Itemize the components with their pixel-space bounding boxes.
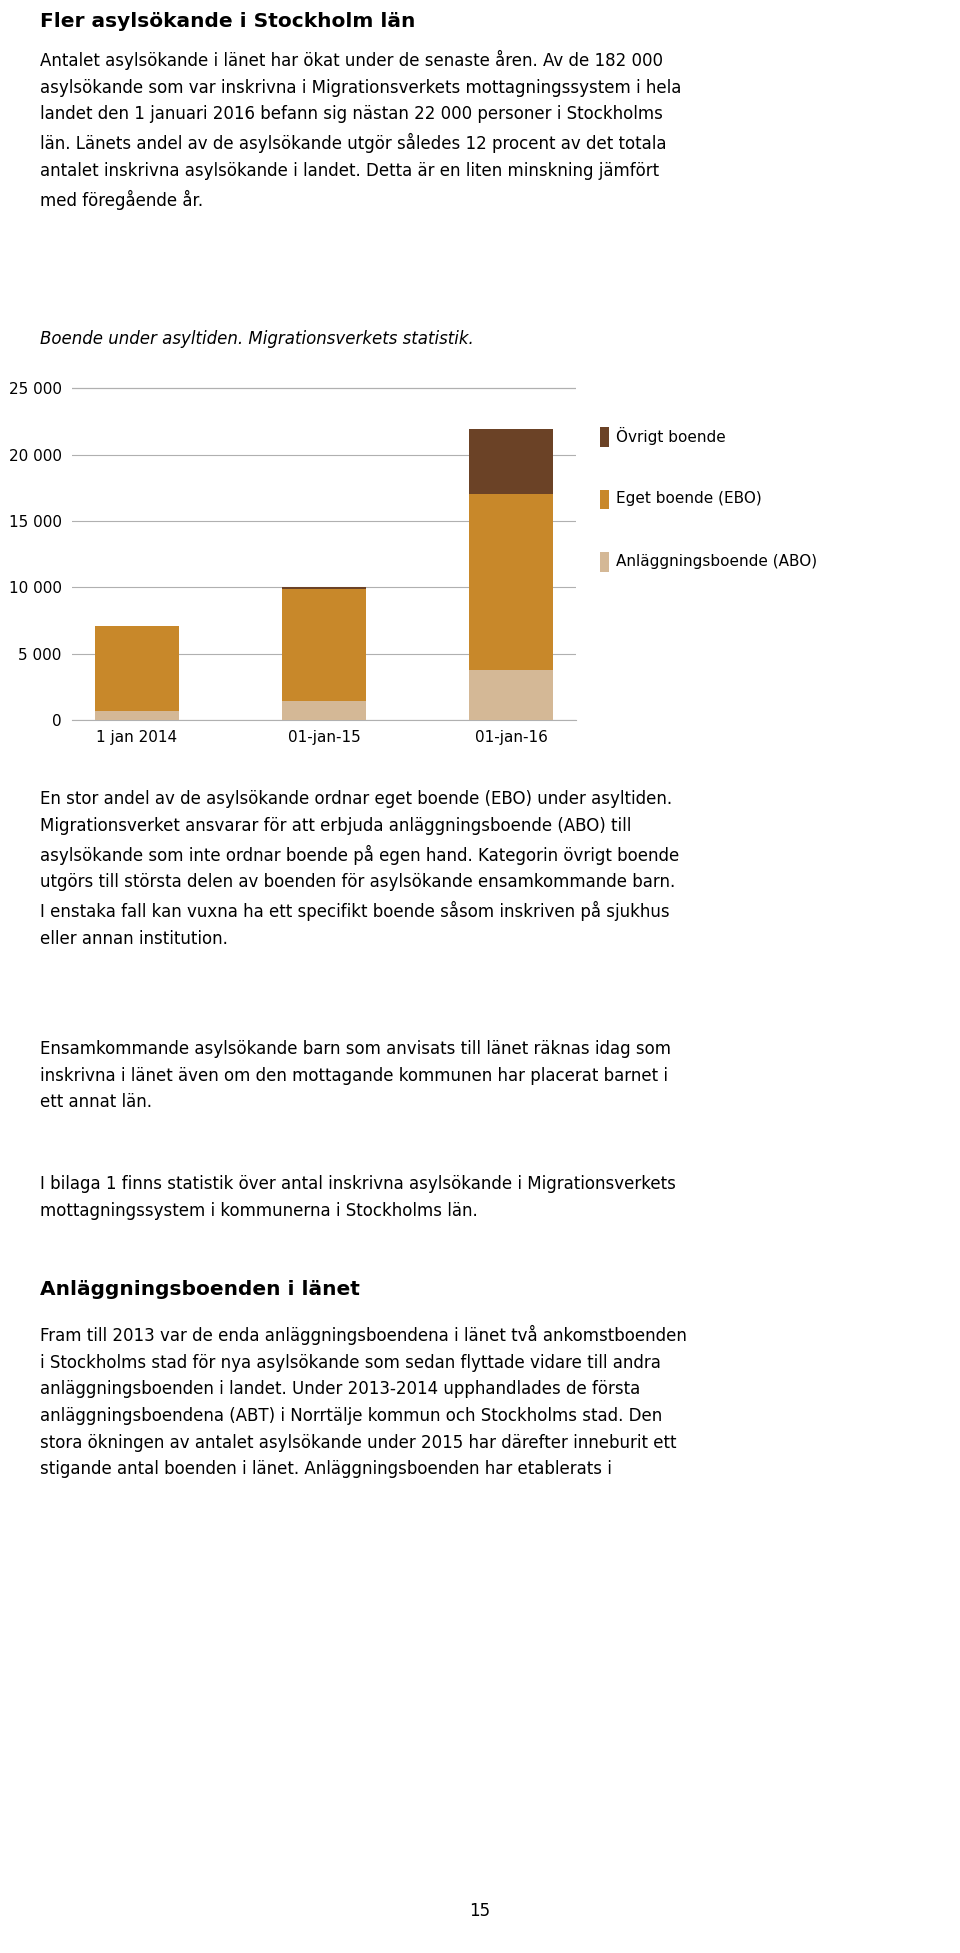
Text: Ensamkommande asylsökande barn som anvisats till länet räknas idag som
inskrivna: Ensamkommande asylsökande barn som anvis… bbox=[40, 1041, 671, 1111]
Text: Fler asylsökande i Stockholm län: Fler asylsökande i Stockholm län bbox=[40, 12, 416, 31]
Bar bbox=[468, 494, 553, 670]
Text: 15: 15 bbox=[469, 1902, 491, 1920]
Bar bbox=[95, 711, 180, 721]
Bar bbox=[468, 430, 553, 494]
Text: Eget boende (EBO): Eget boende (EBO) bbox=[616, 490, 762, 506]
Text: En stor andel av de asylsökande ordnar eget boende (EBO) under asyltiden.
Migrat: En stor andel av de asylsökande ordnar e… bbox=[40, 791, 680, 947]
Bar bbox=[282, 701, 366, 721]
Text: Fram till 2013 var de enda anläggningsboendena i länet två ankomstboenden
i Stoc: Fram till 2013 var de enda anläggningsbo… bbox=[40, 1324, 687, 1478]
Text: I bilaga 1 finns statistik över antal inskrivna asylsökande i Migrationsverkets
: I bilaga 1 finns statistik över antal in… bbox=[40, 1176, 676, 1221]
Text: Boende under asyltiden. Migrationsverkets statistik.: Boende under asyltiden. Migrationsverket… bbox=[40, 330, 474, 348]
Text: Antalet asylsökande i länet har ökat under de senaste åren. Av de 182 000
asylsö: Antalet asylsökande i länet har ökat und… bbox=[40, 51, 682, 211]
Bar bbox=[95, 625, 180, 711]
Text: Anläggningsboenden i länet: Anläggningsboenden i länet bbox=[40, 1279, 360, 1299]
Bar bbox=[468, 670, 553, 721]
Bar bbox=[282, 588, 366, 701]
Text: Anläggningsboende (ABO): Anläggningsboende (ABO) bbox=[616, 553, 818, 568]
Text: Övrigt boende: Övrigt boende bbox=[616, 428, 726, 445]
